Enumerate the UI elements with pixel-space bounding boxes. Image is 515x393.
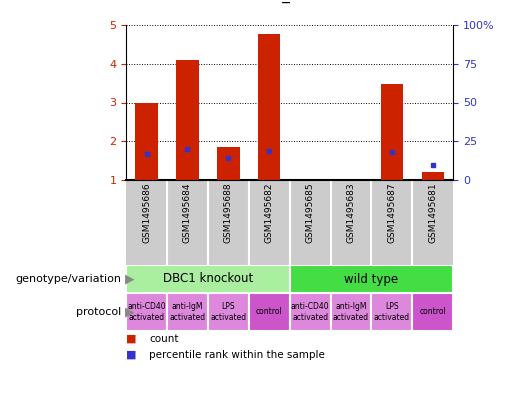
- Text: GSM1495682: GSM1495682: [265, 183, 274, 243]
- Text: count: count: [149, 334, 179, 344]
- Text: anti-IgM
activated: anti-IgM activated: [169, 302, 205, 322]
- Text: percentile rank within the sample: percentile rank within the sample: [149, 350, 325, 360]
- Bar: [421, 172, 444, 180]
- Bar: [126, 293, 167, 331]
- Text: ■: ■: [126, 350, 136, 360]
- Text: ▶: ▶: [125, 305, 134, 318]
- Text: GSM1495684: GSM1495684: [183, 183, 192, 243]
- Text: anti-CD40
activated: anti-CD40 activated: [127, 302, 166, 322]
- Text: DBC1 knockout: DBC1 knockout: [163, 272, 253, 285]
- Text: ▶: ▶: [125, 272, 134, 285]
- Text: GSM1495681: GSM1495681: [428, 183, 437, 243]
- Text: ■: ■: [126, 334, 136, 344]
- Bar: [289, 265, 453, 293]
- Bar: [135, 103, 158, 180]
- Text: GSM1495687: GSM1495687: [387, 183, 397, 243]
- Bar: [381, 84, 403, 180]
- Bar: [167, 293, 208, 331]
- Text: genotype/variation: genotype/variation: [15, 274, 121, 284]
- Bar: [208, 293, 249, 331]
- Text: anti-CD40
activated: anti-CD40 activated: [291, 302, 330, 322]
- Text: anti-IgM
activated: anti-IgM activated: [333, 302, 369, 322]
- Text: GDS5428 / ILMN_1233229: GDS5428 / ILMN_1233229: [158, 0, 357, 4]
- Bar: [258, 33, 281, 180]
- Text: GSM1495685: GSM1495685: [305, 183, 315, 243]
- Text: control: control: [256, 307, 283, 316]
- Text: wild type: wild type: [345, 272, 399, 285]
- Bar: [371, 293, 413, 331]
- Text: LPS
activated: LPS activated: [374, 302, 410, 322]
- Bar: [413, 293, 453, 331]
- Text: protocol: protocol: [76, 307, 121, 317]
- Bar: [176, 60, 199, 180]
- Bar: [126, 265, 289, 293]
- Bar: [217, 147, 239, 180]
- Bar: [289, 293, 331, 331]
- Text: GSM1495683: GSM1495683: [347, 183, 355, 243]
- Text: GSM1495686: GSM1495686: [142, 183, 151, 243]
- Text: control: control: [419, 307, 446, 316]
- Bar: [331, 293, 371, 331]
- Bar: [249, 293, 289, 331]
- Text: LPS
activated: LPS activated: [210, 302, 247, 322]
- Text: GSM1495688: GSM1495688: [224, 183, 233, 243]
